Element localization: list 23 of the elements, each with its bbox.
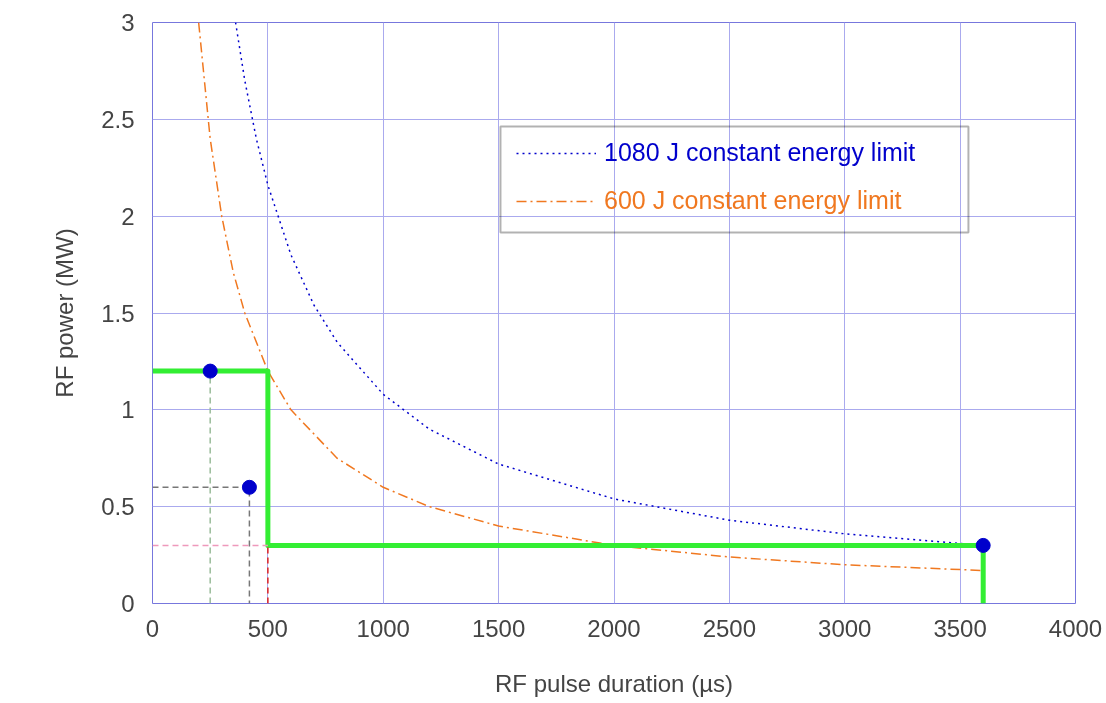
point [975,537,991,553]
y-tick-label: 1 [121,396,135,424]
x-tick-label: 3000 [818,614,872,642]
y-tick-label: 2.5 [101,105,135,133]
x-tick-label: 500 [247,614,288,642]
x-tick-label: 2000 [587,614,641,642]
y-axis-title: RF power (MW) [51,228,79,398]
y-tick-label: 2 [121,202,135,230]
y-tick-label: 3 [121,9,135,36]
x-axis-title: RF pulse duration (µs) [495,669,733,697]
legend-label: 1080 J constant energy limit [604,138,916,167]
x-tick-label: 4000 [1048,614,1103,642]
x-tick-label: 3500 [933,614,987,642]
legend-label: 600 J constant energy limit [604,186,902,215]
point [241,479,257,495]
y-tick-label: 1.5 [101,299,135,327]
x-tick-label: 1500 [471,614,526,642]
x-tick-label: 2500 [702,614,757,642]
x-tick-label: 0 [145,614,160,642]
y-tick-label: 0.5 [101,493,135,521]
point [202,363,218,379]
y-tick-label: 0 [121,590,135,617]
x-tick-label: 1000 [356,614,410,642]
